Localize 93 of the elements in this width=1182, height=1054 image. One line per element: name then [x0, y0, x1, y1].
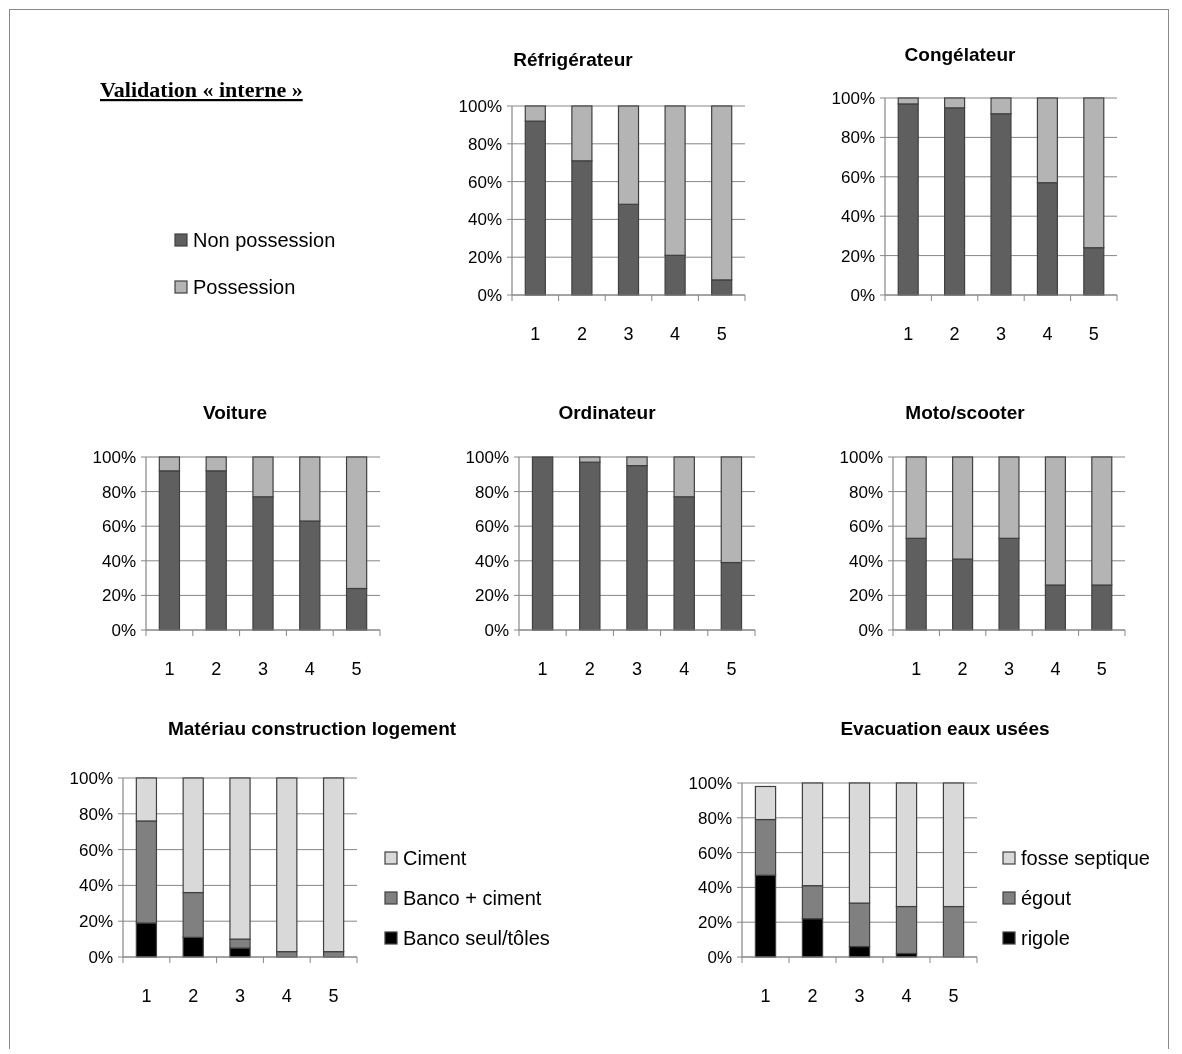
- y-tick-label: 20%: [697, 913, 732, 933]
- y-tick-label: 80%: [840, 128, 875, 148]
- text: Validation « interne »: [100, 77, 303, 102]
- x-tick-label: 3: [257, 659, 269, 679]
- legend-label: Possession: [193, 276, 296, 298]
- x-tick-label: 5: [1088, 324, 1099, 344]
- legend-label: rigole: [1021, 927, 1070, 949]
- chart-title: Congélateur: [904, 44, 1017, 65]
- x-tick-label: 2: [576, 324, 587, 344]
- x-tick-label: 3: [854, 986, 865, 1006]
- x-tick-label: 1: [537, 659, 548, 679]
- legend-label: fosse septique: [1021, 847, 1150, 869]
- x-tick-label: 2: [949, 324, 960, 344]
- x-tick-label: 5: [948, 986, 959, 1006]
- x-tick-label: 4: [679, 659, 690, 679]
- legend-label: égout: [1021, 887, 1072, 909]
- x-tick-label: 2: [807, 986, 818, 1006]
- x-tick-label: 4: [670, 324, 681, 344]
- y-tick-label: 0%: [707, 947, 732, 967]
- y-tick-label: 60%: [848, 517, 883, 537]
- y-tick-label: 60%: [840, 167, 875, 187]
- x-tick-label: 5: [726, 659, 737, 679]
- y-tick-label: 80%: [101, 482, 136, 502]
- y-tick-label: 60%: [467, 172, 502, 192]
- x-tick-label: 1: [164, 659, 175, 679]
- x-tick-label: 1: [911, 659, 922, 679]
- y-tick-label: 80%: [848, 482, 883, 502]
- y-tick-label: 20%: [78, 912, 113, 932]
- x-tick-label: 3: [234, 986, 246, 1006]
- chart-title: Moto/scooter: [905, 402, 1026, 423]
- y-tick-label: 20%: [474, 586, 509, 606]
- y-tick-label: 40%: [101, 551, 136, 571]
- chart-title: Evacuation eaux usées: [840, 718, 1050, 739]
- x-tick-label: 1: [530, 324, 541, 344]
- y-tick-label: 20%: [101, 586, 136, 606]
- y-tick-label: 100%: [458, 96, 502, 116]
- y-tick-label: 40%: [697, 878, 732, 898]
- y-tick-label: 60%: [101, 517, 136, 537]
- y-tick-label: 40%: [848, 551, 883, 571]
- legend-label: Banco + ciment: [403, 887, 542, 909]
- y-tick-label: 100%: [839, 447, 883, 467]
- x-tick-label: 5: [328, 986, 339, 1006]
- y-tick-label: 60%: [697, 843, 732, 863]
- y-tick-label: 0%: [88, 947, 113, 967]
- y-tick-label: 0%: [850, 285, 875, 305]
- x-tick-label: 1: [141, 986, 152, 1006]
- x-tick-label: 5: [716, 324, 727, 344]
- y-tick-label: 20%: [848, 586, 883, 606]
- x-tick-label: 1: [760, 986, 771, 1006]
- x-tick-label: 4: [1050, 659, 1061, 679]
- x-tick-label: 4: [1042, 324, 1053, 344]
- y-tick-label: 80%: [467, 134, 502, 154]
- legend-label: Banco seul/tôles: [403, 927, 550, 949]
- x-tick-label: 5: [1096, 659, 1107, 679]
- y-tick-label: 100%: [69, 768, 113, 788]
- y-tick-label: 40%: [467, 210, 502, 230]
- y-tick-label: 0%: [484, 620, 509, 640]
- x-tick-label: 4: [281, 986, 292, 1006]
- x-tick-label: 3: [623, 324, 634, 344]
- y-tick-label: 80%: [697, 808, 732, 828]
- y-tick-label: 60%: [474, 517, 509, 537]
- y-tick-label: 80%: [474, 482, 509, 502]
- legend-label: Non possession: [193, 229, 336, 251]
- y-tick-label: 80%: [78, 804, 113, 824]
- y-tick-label: 40%: [840, 207, 875, 227]
- x-tick-label: 3: [995, 324, 1007, 344]
- y-tick-label: 0%: [111, 620, 136, 640]
- x-tick-label: 2: [957, 659, 968, 679]
- y-tick-label: 40%: [78, 876, 113, 896]
- legend-label: Ciment: [403, 847, 467, 869]
- x-tick-label: 3: [1003, 659, 1015, 679]
- y-tick-label: 0%: [477, 285, 502, 305]
- x-tick-label: 2: [584, 659, 595, 679]
- y-tick-label: 100%: [465, 447, 509, 467]
- x-tick-label: 2: [211, 659, 222, 679]
- chart-title: Réfrigérateur: [513, 49, 634, 70]
- x-tick-label: 4: [901, 986, 912, 1006]
- y-tick-label: 60%: [78, 840, 113, 860]
- y-tick-label: 100%: [92, 447, 136, 467]
- x-tick-label: 4: [304, 659, 315, 679]
- y-tick-label: 40%: [474, 551, 509, 571]
- y-tick-label: 20%: [840, 246, 875, 266]
- y-tick-label: 100%: [688, 773, 732, 793]
- chart-title: Ordinateur: [558, 402, 657, 423]
- y-tick-label: 20%: [467, 248, 502, 268]
- chart-title: Matériau construction logement: [167, 718, 457, 739]
- y-tick-label: 0%: [858, 620, 883, 640]
- x-tick-label: 2: [188, 986, 199, 1006]
- x-tick-label: 1: [903, 324, 914, 344]
- x-tick-label: 3: [631, 659, 643, 679]
- y-tick-label: 100%: [831, 88, 875, 108]
- x-tick-label: 5: [351, 659, 362, 679]
- chart-title: Voiture: [202, 402, 268, 423]
